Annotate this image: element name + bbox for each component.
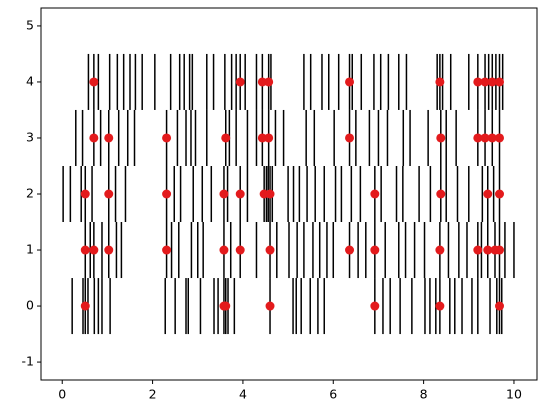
y-tick-label: 4 [26, 73, 34, 88]
scatter-point [480, 133, 490, 143]
scatter-point [370, 301, 380, 311]
scatter-point [487, 77, 497, 87]
scatter-point [104, 245, 114, 255]
scatter-point [436, 133, 446, 143]
x-tick-label: 0 [58, 387, 66, 402]
scatter-point [80, 301, 90, 311]
y-tick-label: 3 [26, 129, 34, 144]
scatter-point [257, 133, 267, 143]
scatter-point [221, 301, 231, 311]
x-tick-label: 6 [329, 387, 337, 402]
scatter-point [265, 245, 275, 255]
scatter-point [483, 245, 493, 255]
scatter-point [480, 77, 490, 87]
scatter-point [80, 245, 90, 255]
scatter-point [473, 245, 483, 255]
scatter-point [495, 133, 505, 143]
scatter-point [483, 189, 493, 199]
y-tick-label: -1 [22, 354, 34, 369]
scatter-point [162, 133, 172, 143]
scatter-point [345, 245, 355, 255]
scatter-point [345, 133, 355, 143]
scatter-point [264, 133, 274, 143]
scatter-point [89, 77, 99, 87]
scatter-point [257, 77, 267, 87]
scatter-point [495, 301, 505, 311]
scatter-point [435, 301, 445, 311]
scatter-point [219, 189, 229, 199]
scatter-point [221, 133, 231, 143]
scatter-point [345, 77, 355, 87]
scatter-point [265, 301, 275, 311]
x-tick-label: 4 [239, 387, 247, 402]
scatter-point [80, 189, 90, 199]
scatter-point [235, 77, 245, 87]
scatter-point [435, 245, 445, 255]
scatter-point [104, 133, 114, 143]
scatter-point [435, 77, 445, 87]
scatter-point [495, 245, 505, 255]
scatter-point [370, 245, 380, 255]
x-tick-label: 10 [506, 387, 522, 402]
scatter-point [219, 245, 229, 255]
scatter-point [235, 189, 245, 199]
y-tick-label: 5 [26, 17, 34, 32]
y-tick-label: 0 [26, 298, 34, 313]
scatter-point [235, 245, 245, 255]
scatter-point [89, 133, 99, 143]
y-tick-label: 1 [26, 242, 34, 257]
y-tick-label: 2 [26, 186, 34, 201]
scatter-point [370, 189, 380, 199]
scatter-point [89, 245, 99, 255]
scatter-point [473, 133, 483, 143]
scatter-point [495, 77, 505, 87]
scatter-point [162, 189, 172, 199]
x-tick-label: 2 [149, 387, 157, 402]
scatter-point [104, 189, 114, 199]
scatter-point [162, 245, 172, 255]
x-tick-label: 8 [420, 387, 428, 402]
scatter-point [495, 189, 505, 199]
scatter-point [436, 189, 446, 199]
scatter-point [473, 77, 483, 87]
scatter-point [264, 77, 274, 87]
scatter-point [487, 133, 497, 143]
scatter-point [265, 189, 275, 199]
